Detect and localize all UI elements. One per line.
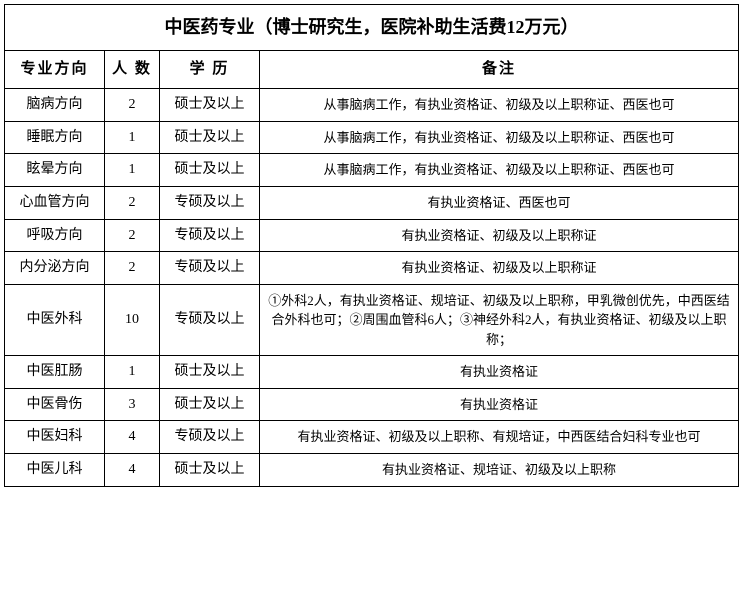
- cell-count: 2: [105, 252, 160, 285]
- cell-education: 专硕及以上: [160, 252, 260, 285]
- cell-education: 硕士及以上: [160, 388, 260, 421]
- cell-remarks: 有执业资格证、规培证、初级及以上职称: [260, 454, 739, 487]
- cell-remarks: 有执业资格证、西医也可: [260, 186, 739, 219]
- table-row: 脑病方向2硕士及以上从事脑病工作，有执业资格证、初级及以上职称证、西医也可: [5, 89, 739, 122]
- cell-direction: 心血管方向: [5, 186, 105, 219]
- table-row: 呼吸方向2专硕及以上有执业资格证、初级及以上职称证: [5, 219, 739, 252]
- table-row: 睡眠方向1硕士及以上从事脑病工作，有执业资格证、初级及以上职称证、西医也可: [5, 121, 739, 154]
- cell-education: 专硕及以上: [160, 421, 260, 454]
- cell-direction: 中医肛肠: [5, 356, 105, 389]
- cell-education: 专硕及以上: [160, 219, 260, 252]
- header-education: 学 历: [160, 51, 260, 89]
- cell-education: 硕士及以上: [160, 356, 260, 389]
- cell-count: 1: [105, 356, 160, 389]
- cell-direction: 呼吸方向: [5, 219, 105, 252]
- cell-direction: 眩晕方向: [5, 154, 105, 187]
- table-row: 内分泌方向2专硕及以上有执业资格证、初级及以上职称证: [5, 252, 739, 285]
- table-row: 眩晕方向1硕士及以上从事脑病工作，有执业资格证、初级及以上职称证、西医也可: [5, 154, 739, 187]
- cell-count: 4: [105, 421, 160, 454]
- table-row: 中医外科10专硕及以上①外科2人，有执业资格证、规培证、初级及以上职称，甲乳微创…: [5, 284, 739, 356]
- cell-remarks: ①外科2人，有执业资格证、规培证、初级及以上职称，甲乳微创优先，中西医结合外科也…: [260, 284, 739, 356]
- recruitment-table: 中医药专业（博士研究生，医院补助生活费12万元） 专业方向 人 数 学 历 备注…: [4, 4, 739, 487]
- cell-remarks: 从事脑病工作，有执业资格证、初级及以上职称证、西医也可: [260, 121, 739, 154]
- cell-count: 4: [105, 454, 160, 487]
- cell-remarks: 有执业资格证、初级及以上职称证: [260, 219, 739, 252]
- header-direction: 专业方向: [5, 51, 105, 89]
- cell-direction: 内分泌方向: [5, 252, 105, 285]
- table-row: 中医妇科4专硕及以上有执业资格证、初级及以上职称、有规培证，中西医结合妇科专业也…: [5, 421, 739, 454]
- header-remarks: 备注: [260, 51, 739, 89]
- cell-remarks: 从事脑病工作，有执业资格证、初级及以上职称证、西医也可: [260, 154, 739, 187]
- table-row: 心血管方向2专硕及以上有执业资格证、西医也可: [5, 186, 739, 219]
- cell-education: 专硕及以上: [160, 284, 260, 356]
- table-row: 中医儿科4硕士及以上有执业资格证、规培证、初级及以上职称: [5, 454, 739, 487]
- cell-remarks: 从事脑病工作，有执业资格证、初级及以上职称证、西医也可: [260, 89, 739, 122]
- cell-education: 专硕及以上: [160, 186, 260, 219]
- header-row: 专业方向 人 数 学 历 备注: [5, 51, 739, 89]
- cell-count: 3: [105, 388, 160, 421]
- cell-count: 1: [105, 121, 160, 154]
- cell-direction: 中医外科: [5, 284, 105, 356]
- cell-count: 10: [105, 284, 160, 356]
- cell-count: 2: [105, 89, 160, 122]
- table-row: 中医肛肠1硕士及以上有执业资格证: [5, 356, 739, 389]
- cell-direction: 中医妇科: [5, 421, 105, 454]
- table-body: 中医药专业（博士研究生，医院补助生活费12万元） 专业方向 人 数 学 历 备注…: [5, 5, 739, 487]
- cell-remarks: 有执业资格证: [260, 356, 739, 389]
- cell-count: 2: [105, 186, 160, 219]
- cell-remarks: 有执业资格证、初级及以上职称、有规培证，中西医结合妇科专业也可: [260, 421, 739, 454]
- table-title: 中医药专业（博士研究生，医院补助生活费12万元）: [5, 5, 739, 51]
- table-row: 中医骨伤3硕士及以上有执业资格证: [5, 388, 739, 421]
- cell-education: 硕士及以上: [160, 154, 260, 187]
- title-row: 中医药专业（博士研究生，医院补助生活费12万元）: [5, 5, 739, 51]
- cell-remarks: 有执业资格证: [260, 388, 739, 421]
- cell-direction: 中医儿科: [5, 454, 105, 487]
- header-count: 人 数: [105, 51, 160, 89]
- cell-education: 硕士及以上: [160, 121, 260, 154]
- cell-remarks: 有执业资格证、初级及以上职称证: [260, 252, 739, 285]
- cell-education: 硕士及以上: [160, 89, 260, 122]
- cell-direction: 睡眠方向: [5, 121, 105, 154]
- cell-direction: 中医骨伤: [5, 388, 105, 421]
- cell-count: 1: [105, 154, 160, 187]
- cell-direction: 脑病方向: [5, 89, 105, 122]
- cell-education: 硕士及以上: [160, 454, 260, 487]
- cell-count: 2: [105, 219, 160, 252]
